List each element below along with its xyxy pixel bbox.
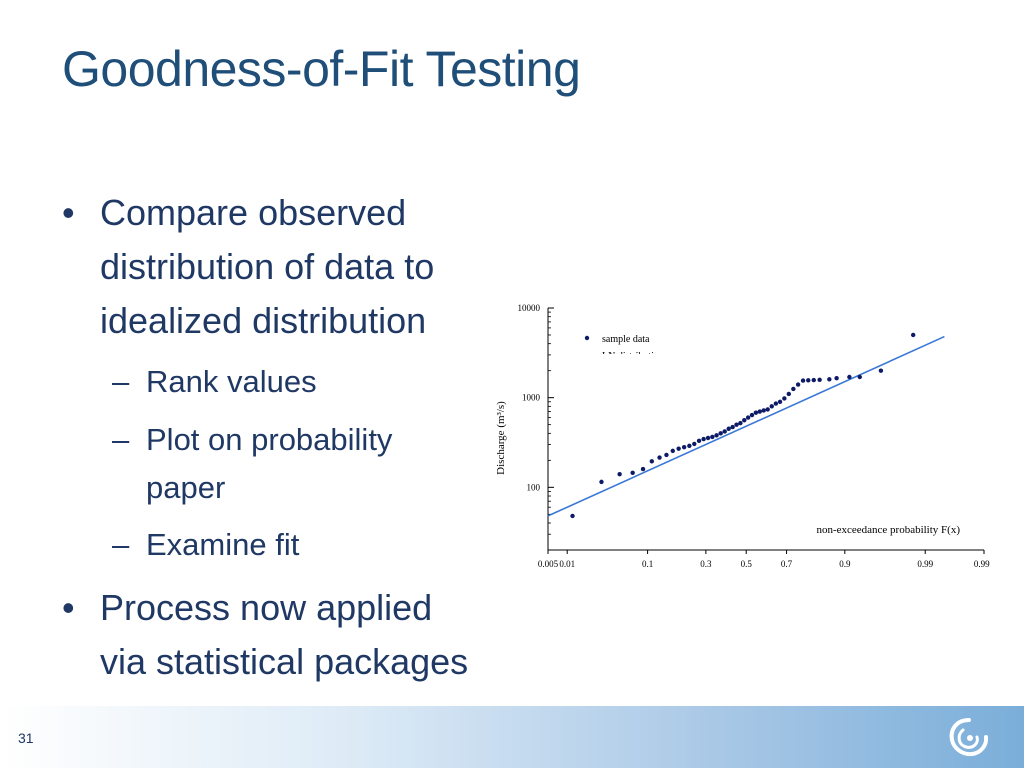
data-point xyxy=(757,409,762,414)
data-point xyxy=(857,374,862,380)
data-point xyxy=(749,412,755,418)
data-point xyxy=(782,396,787,401)
footer-band xyxy=(0,706,1024,768)
x-tick-label: 0.1 xyxy=(642,559,653,569)
data-point xyxy=(834,375,839,381)
data-point xyxy=(617,472,622,477)
sub-bullet-line: paper xyxy=(146,470,226,505)
x-tick-label: 0.999 xyxy=(974,559,990,569)
sub-bullet-text: Rank values xyxy=(146,358,317,406)
bullet-line: distribution of data to xyxy=(100,246,435,287)
data-point xyxy=(827,377,832,382)
slide-title: Goodness-of-Fit Testing xyxy=(62,41,581,97)
data-point xyxy=(640,466,646,472)
data-point xyxy=(710,434,715,440)
legend-box xyxy=(568,326,686,358)
y-tick-label: 1000 xyxy=(522,393,541,403)
data-point xyxy=(701,436,706,442)
data-point xyxy=(649,459,655,464)
data-point xyxy=(738,420,743,426)
data-point xyxy=(817,377,822,383)
data-point xyxy=(705,435,711,441)
y-tick-label: 100 xyxy=(527,482,541,492)
data-point xyxy=(670,448,675,454)
data-point xyxy=(773,401,779,406)
bullet-marker: • xyxy=(62,587,75,628)
data-point xyxy=(722,429,727,434)
data-point xyxy=(692,441,697,447)
data-point xyxy=(657,455,662,460)
dash-marker: – xyxy=(112,364,130,399)
page-number: 31 xyxy=(18,730,34,746)
sub-bullet-line: Rank values xyxy=(146,364,317,399)
data-point xyxy=(777,399,783,404)
sub-bullet-line: Plot on probability xyxy=(146,422,393,457)
data-point xyxy=(795,382,801,387)
x-tick-label: 0.7 xyxy=(781,559,793,569)
dash-marker: – xyxy=(112,422,130,457)
data-point xyxy=(570,513,575,519)
data-point xyxy=(730,424,735,430)
x-tick-label: 0.5 xyxy=(741,559,753,569)
bullet-line: idealized distribution xyxy=(100,300,427,341)
data-point xyxy=(718,431,723,436)
data-point xyxy=(687,443,692,449)
series-line-ln-distribution xyxy=(547,335,945,517)
x-tick-label: 0.005 xyxy=(538,559,559,569)
bullet-marker: • xyxy=(62,192,75,233)
logo-swirl-icon xyxy=(949,718,989,757)
bullet-text: Compare observed distribution of data to… xyxy=(100,186,434,348)
data-point xyxy=(681,445,687,450)
data-point xyxy=(696,438,702,444)
x-tick-label: 0.99 xyxy=(917,559,933,569)
legend-marker-sample-data xyxy=(584,335,590,341)
bullet-line: via statistical packages xyxy=(100,641,469,682)
data-point xyxy=(676,446,681,451)
bullet-line: Process now applied xyxy=(100,587,433,628)
data-point xyxy=(753,410,759,415)
legend-clip-mask xyxy=(568,354,698,364)
data-point xyxy=(878,368,884,373)
legend-label-sample-data: sample data xyxy=(602,334,650,345)
bullet-text: Process now applied via statistical pack… xyxy=(100,581,468,689)
x-tick-label: 0.01 xyxy=(559,559,575,569)
sub-bullet-line: Examine fit xyxy=(146,527,300,562)
data-point xyxy=(726,426,731,431)
y-axis-label: Discharge (m³/s) xyxy=(495,401,507,475)
x-axis-label: non-exceedance probability F(x) xyxy=(816,524,960,536)
dash-marker: – xyxy=(112,527,130,562)
bullet-line: Compare observed xyxy=(100,192,407,233)
data-point xyxy=(745,415,751,420)
data-point xyxy=(769,404,774,409)
sub-bullet-text: Examine fit xyxy=(146,521,299,569)
data-point xyxy=(910,332,916,338)
data-point xyxy=(786,391,791,397)
data-point xyxy=(761,408,766,413)
data-point xyxy=(765,407,770,412)
data-point xyxy=(806,378,811,383)
data-point xyxy=(800,378,806,383)
data-point xyxy=(734,422,739,427)
sub-bullet-text: Plot on probability paper xyxy=(146,416,392,512)
data-point xyxy=(714,433,719,438)
data-point xyxy=(599,479,604,485)
data-point xyxy=(847,374,852,380)
data-point xyxy=(811,377,816,383)
y-tick-label: 10000 xyxy=(518,303,541,313)
probability-plot-chart: 10000 1000 100 0.005 0.01 0.1 0.3 0.5 0.7 0.9 0.99… xyxy=(495,303,990,569)
data-point xyxy=(630,470,635,476)
x-tick-label: 0.3 xyxy=(700,559,712,569)
x-tick-label: 0.9 xyxy=(839,559,851,569)
data-point xyxy=(664,452,669,458)
data-point xyxy=(791,386,796,392)
data-point xyxy=(742,418,747,423)
